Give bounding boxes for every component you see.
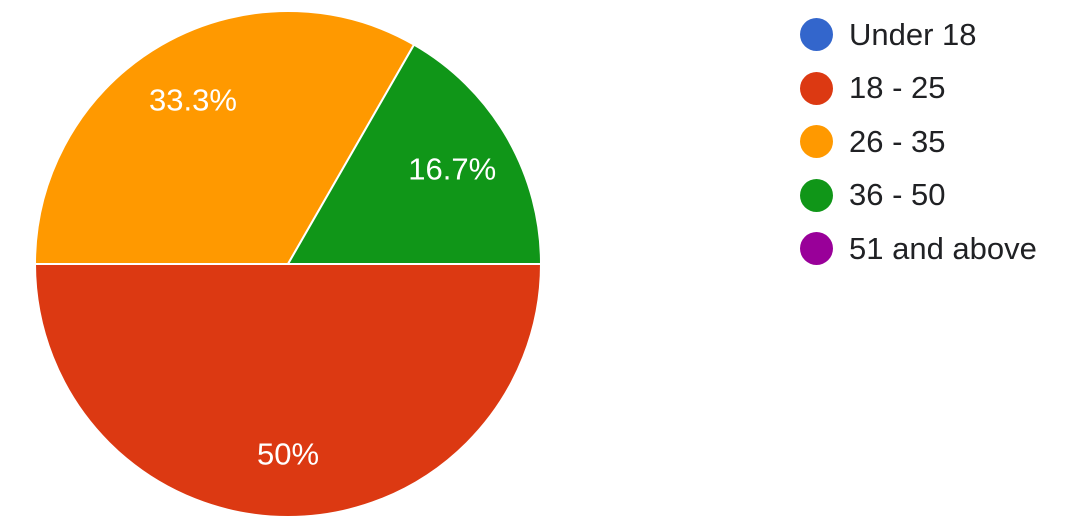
chart-legend: Under 18 18 - 25 26 - 35 36 - 50 51 and abov… [800,8,1037,276]
slice-label-36-50: 16.7% [408,151,496,186]
legend-swatch-icon [800,178,833,212]
legend-label: 18 - 25 [849,70,946,106]
legend-label: Under 18 [849,16,977,52]
slice-label-18-25: 50% [257,436,319,471]
legend-item-51-and-above[interactable]: 51 and above [800,222,1037,276]
legend-item-26-35[interactable]: 26 - 35 [800,115,1037,169]
legend-item-under-18[interactable]: Under 18 [800,8,1037,62]
legend-swatch-icon [800,125,833,159]
slice-label-26-35: 33.3% [149,82,237,117]
pie-slice-26-35[interactable] [33,10,416,265]
pie-plot-area: 50% 33.3% 16.7% [33,10,543,518]
legend-swatch-icon [800,71,833,105]
legend-label: 51 and above [849,230,1037,266]
legend-swatch-icon [800,18,833,52]
pie-slice-18-25[interactable] [33,263,543,518]
legend-label: 36 - 50 [849,177,946,213]
legend-item-18-25[interactable]: 18 - 25 [800,62,1037,116]
pie-slice-36-50[interactable] [286,43,543,265]
legend-label: 26 - 35 [849,123,946,159]
legend-swatch-icon [800,232,833,266]
legend-item-36-50[interactable]: 36 - 50 [800,169,1037,223]
